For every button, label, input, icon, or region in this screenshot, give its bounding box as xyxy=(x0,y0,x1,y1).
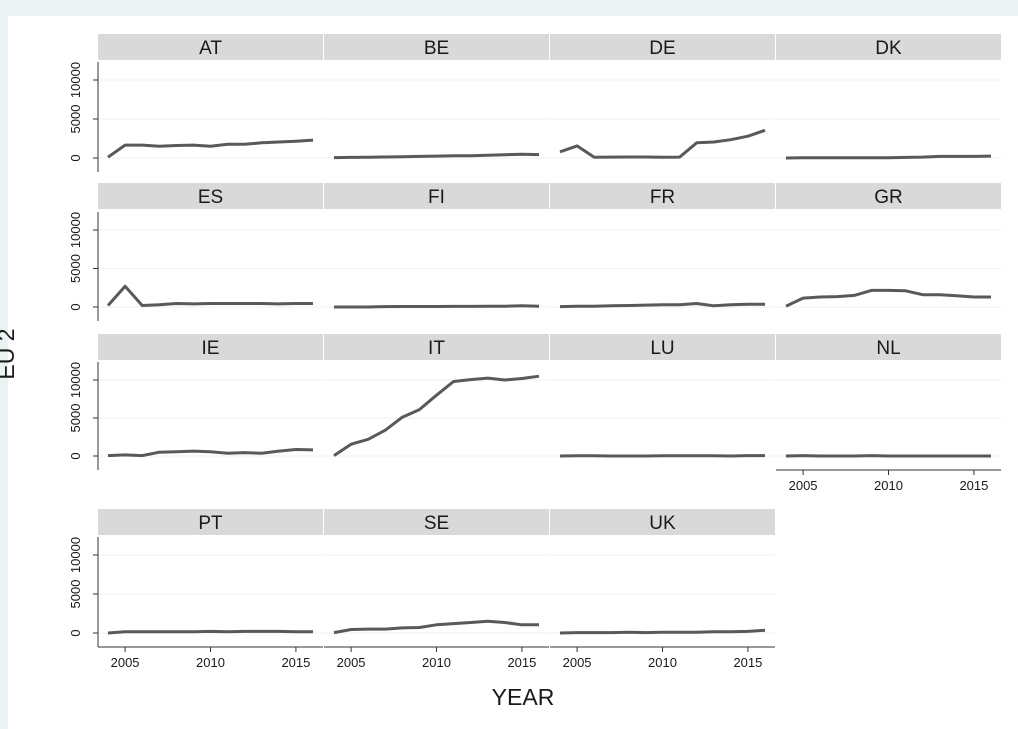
series-line-be xyxy=(333,152,540,160)
strip-label-es: ES xyxy=(198,187,223,208)
strip-fi xyxy=(324,183,549,209)
strip-label-uk: UK xyxy=(649,513,676,534)
y-tick-label-row-4-2: 10000 xyxy=(68,537,83,573)
x-tick-label-nl-1: 2010 xyxy=(874,478,903,493)
y-axis-title: EU 2 xyxy=(0,328,19,379)
strip-label-se: SE xyxy=(424,513,449,534)
strip-gr xyxy=(776,183,1001,209)
strip-at xyxy=(98,34,323,60)
x-axis-title: YEAR xyxy=(492,684,555,710)
strip-dk xyxy=(776,34,1001,60)
strip-es xyxy=(98,183,323,209)
series-line-it xyxy=(333,374,540,457)
y-tick-label-row-4-1: 5000 xyxy=(68,580,83,609)
x-tick-label-se-1: 2010 xyxy=(422,655,451,670)
y-tick-label-row-2-0: 0 xyxy=(68,303,83,310)
series-line-de xyxy=(559,128,766,159)
strip-label-gr: GR xyxy=(874,187,903,208)
strip-label-pt: PT xyxy=(198,513,223,534)
x-tick-label-nl-0: 2005 xyxy=(789,478,818,493)
x-tick-label-uk-1: 2010 xyxy=(648,655,677,670)
strip-uk xyxy=(550,509,775,535)
y-tick-label-row-1-2: 10000 xyxy=(68,62,83,98)
strip-label-ie: IE xyxy=(202,338,220,359)
strip-label-fr: FR xyxy=(650,187,675,208)
strip-label-lu: LU xyxy=(650,338,674,359)
series-line-dk xyxy=(785,154,992,160)
x-tick-label-pt-0: 2005 xyxy=(111,655,140,670)
strip-ie xyxy=(98,334,323,360)
strip-label-dk: DK xyxy=(875,38,902,59)
series-line-uk xyxy=(559,628,766,635)
series-line-gr xyxy=(785,288,991,308)
strip-label-nl: NL xyxy=(876,338,900,359)
strip-be xyxy=(324,34,549,60)
strip-label-it: IT xyxy=(428,338,445,359)
y-tick-label-row-4-0: 0 xyxy=(68,629,83,636)
plot-region xyxy=(8,16,1018,729)
y-tick-label-row-1-0: 0 xyxy=(68,154,83,161)
x-tick-label-se-2: 2015 xyxy=(507,655,536,670)
strip-de xyxy=(550,34,775,60)
x-tick-label-uk-2: 2015 xyxy=(733,655,762,670)
strip-label-be: BE xyxy=(424,38,449,59)
strip-nl xyxy=(776,334,1001,360)
y-tick-label-row-1-1: 5000 xyxy=(68,105,83,134)
strip-lu xyxy=(550,334,775,360)
series-line-ie xyxy=(107,448,314,458)
series-line-fr xyxy=(559,302,765,309)
y-tick-label-row-2-2: 10000 xyxy=(68,212,83,248)
x-tick-label-pt-2: 2015 xyxy=(281,655,310,670)
strip-it xyxy=(324,334,549,360)
series-line-fi xyxy=(334,304,540,309)
y-tick-label-row-3-0: 0 xyxy=(68,452,83,459)
y-tick-label-row-3-1: 5000 xyxy=(68,404,83,433)
strip-fr xyxy=(550,183,775,209)
y-tick-label-row-2-1: 5000 xyxy=(68,254,83,283)
strip-label-at: AT xyxy=(199,38,222,59)
strip-label-fi: FI xyxy=(428,187,445,208)
y-tick-label-row-3-2: 10000 xyxy=(68,362,83,398)
x-tick-label-se-0: 2005 xyxy=(337,655,366,670)
series-line-se xyxy=(333,619,539,635)
strip-pt xyxy=(98,509,323,535)
series-line-pt xyxy=(107,629,313,635)
strip-label-de: DE xyxy=(649,38,675,59)
strip-se xyxy=(324,509,549,535)
x-tick-label-uk-0: 2005 xyxy=(563,655,592,670)
x-tick-label-nl-2: 2015 xyxy=(959,478,988,493)
x-tick-label-pt-1: 2010 xyxy=(196,655,225,670)
series-line-es xyxy=(106,284,313,307)
series-line-at xyxy=(107,138,314,159)
